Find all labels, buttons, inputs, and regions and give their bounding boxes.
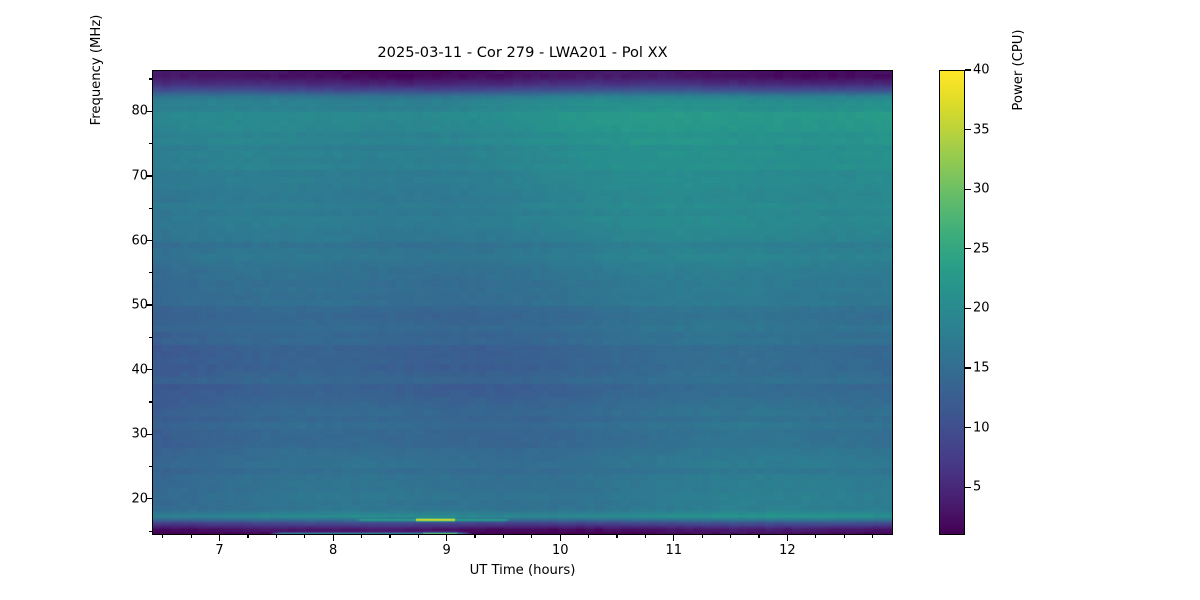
x-tick-minor <box>730 535 732 539</box>
x-tick-minor <box>815 535 817 539</box>
y-tick-label: 80 <box>131 103 148 119</box>
x-tick-minor <box>871 535 874 539</box>
x-tick-major <box>559 535 561 541</box>
x-tick-major <box>218 535 221 541</box>
colorbar-tick-label: 25 <box>973 241 990 257</box>
colorbar-axes[interactable] <box>939 70 965 535</box>
colorbar-tick <box>965 307 971 310</box>
x-tick-major <box>332 535 334 541</box>
x-tick-minor <box>190 535 192 539</box>
colorbar-tick-label: 35 <box>973 122 990 138</box>
y-tick-minor <box>148 530 152 532</box>
x-tick-label: 8 <box>328 543 338 558</box>
y-tick-major <box>146 110 152 112</box>
x-tick-label: 12 <box>779 543 796 558</box>
y-tick-major <box>146 369 152 371</box>
y-tick-minor <box>148 465 152 468</box>
y-tick-minor <box>148 143 152 145</box>
y-tick-major <box>146 239 152 242</box>
x-tick-label: 10 <box>551 543 569 558</box>
y-tick-major <box>146 304 152 306</box>
x-tick-label: 9 <box>442 543 451 558</box>
y-tick-label: 50 <box>131 297 148 313</box>
y-tick-label: 20 <box>131 491 148 507</box>
colorbar-tick <box>965 427 971 429</box>
colorbar-tick <box>965 129 971 131</box>
x-tick-minor <box>247 535 249 539</box>
x-tick-major <box>786 535 788 541</box>
x-tick-label: 11 <box>665 543 683 558</box>
x-tick-major <box>673 535 675 541</box>
colorbar-tick-label: 20 <box>973 300 990 316</box>
x-axis-label: UT Time (hours) <box>469 563 576 578</box>
colorbar-gradient <box>940 71 964 534</box>
colorbar-tick-label: 40 <box>973 62 990 78</box>
y-tick-minor <box>148 78 152 80</box>
y-tick-minor <box>148 272 152 274</box>
y-tick-label: 30 <box>131 426 148 442</box>
y-tick-minor <box>148 207 152 209</box>
y-tick-major <box>146 175 152 177</box>
y-tick-major <box>146 498 152 500</box>
x-tick-minor <box>304 535 306 539</box>
x-tick-minor <box>474 535 476 539</box>
colorbar-tick <box>965 486 971 488</box>
colorbar-tick <box>965 367 971 369</box>
colorbar-tick <box>965 69 971 71</box>
x-tick-major <box>446 535 448 541</box>
y-axis-label: Frequency (MHz) <box>89 14 104 126</box>
x-tick-minor <box>588 535 590 539</box>
x-tick-minor <box>701 535 703 539</box>
x-tick-minor <box>502 535 505 539</box>
colorbar-tick <box>965 188 971 190</box>
x-tick-minor <box>644 535 647 539</box>
x-tick-minor <box>275 535 277 539</box>
x-tick-label: 7 <box>215 543 224 558</box>
x-tick-minor <box>616 535 618 539</box>
x-tick-minor <box>531 535 533 539</box>
colorbar-tick-label: 10 <box>973 420 990 436</box>
y-tick-minor <box>148 336 152 338</box>
spectrogram-axes[interactable] <box>152 70 893 535</box>
y-tick-label: 40 <box>131 362 148 378</box>
x-tick-minor <box>843 535 845 539</box>
x-tick-minor <box>360 535 363 539</box>
x-tick-minor <box>162 535 164 539</box>
x-tick-minor <box>758 535 760 539</box>
colorbar-tick-label: 15 <box>973 360 990 376</box>
x-tick-minor <box>389 535 391 539</box>
y-tick-label: 60 <box>131 233 148 248</box>
colorbar-label: Power (CPU) <box>1011 29 1026 111</box>
colorbar-tick <box>965 248 971 250</box>
y-tick-minor <box>148 401 152 403</box>
y-tick-label: 70 <box>131 168 148 184</box>
y-tick-major <box>146 433 152 435</box>
x-tick-minor <box>417 535 419 539</box>
spectrogram-image <box>153 71 892 534</box>
colorbar-tick-label: 30 <box>973 181 990 197</box>
colorbar-tick-label: 5 <box>973 479 982 495</box>
chart-title: 2025-03-11 - Cor 279 - LWA201 - Pol XX <box>377 44 668 61</box>
